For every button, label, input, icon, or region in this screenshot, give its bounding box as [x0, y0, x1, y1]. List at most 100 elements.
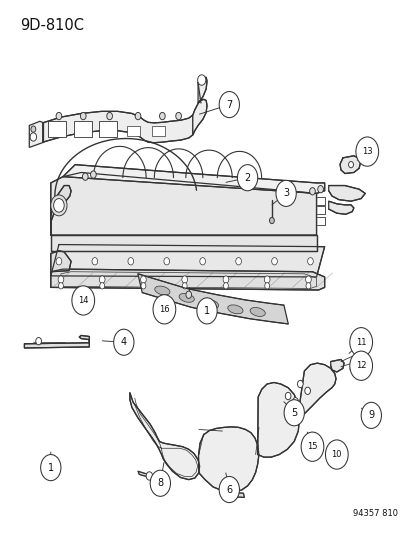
Circle shape	[305, 276, 311, 283]
Ellipse shape	[249, 308, 265, 317]
Circle shape	[197, 298, 216, 324]
Text: 4: 4	[121, 337, 126, 347]
Circle shape	[309, 188, 315, 195]
Circle shape	[153, 295, 176, 324]
Circle shape	[223, 282, 228, 289]
Circle shape	[355, 137, 378, 166]
Circle shape	[269, 217, 274, 224]
Circle shape	[164, 257, 169, 265]
Polygon shape	[138, 471, 160, 481]
Circle shape	[99, 276, 105, 283]
Text: 6: 6	[226, 484, 232, 495]
Text: 11: 11	[355, 338, 366, 347]
Circle shape	[307, 257, 313, 265]
Polygon shape	[63, 165, 324, 193]
Polygon shape	[51, 245, 324, 277]
Polygon shape	[328, 201, 353, 214]
Text: 8: 8	[157, 478, 163, 488]
Circle shape	[292, 398, 297, 405]
Circle shape	[297, 381, 302, 387]
Polygon shape	[51, 173, 316, 235]
Polygon shape	[339, 156, 360, 174]
Text: 9D-810C: 9D-810C	[20, 19, 84, 34]
Circle shape	[90, 171, 96, 178]
Circle shape	[325, 440, 347, 469]
Circle shape	[235, 257, 241, 265]
Polygon shape	[330, 359, 343, 372]
Polygon shape	[127, 126, 140, 136]
Circle shape	[58, 282, 63, 289]
Circle shape	[56, 112, 62, 120]
Circle shape	[275, 180, 296, 206]
Text: 94357 810: 94357 810	[352, 509, 397, 518]
Polygon shape	[51, 185, 71, 235]
Text: 12: 12	[355, 361, 366, 370]
Circle shape	[36, 337, 41, 345]
Circle shape	[150, 470, 170, 496]
Circle shape	[317, 185, 323, 193]
Circle shape	[72, 286, 95, 315]
Polygon shape	[152, 126, 164, 136]
Text: 2: 2	[244, 173, 250, 183]
Text: 7: 7	[225, 100, 232, 110]
Circle shape	[140, 276, 146, 283]
Circle shape	[264, 282, 269, 289]
Circle shape	[56, 257, 62, 265]
Ellipse shape	[179, 293, 194, 302]
Circle shape	[54, 199, 64, 212]
Circle shape	[348, 161, 353, 168]
Polygon shape	[51, 235, 316, 251]
Circle shape	[360, 402, 380, 429]
Text: 14: 14	[78, 296, 88, 305]
Polygon shape	[192, 77, 206, 135]
Circle shape	[197, 75, 205, 85]
Circle shape	[285, 392, 290, 400]
Circle shape	[264, 276, 269, 283]
Polygon shape	[130, 393, 199, 480]
Circle shape	[146, 472, 152, 480]
Polygon shape	[24, 335, 89, 348]
Circle shape	[40, 455, 61, 481]
Polygon shape	[328, 185, 364, 201]
Polygon shape	[98, 122, 116, 137]
Circle shape	[283, 400, 304, 426]
Circle shape	[114, 329, 134, 356]
Polygon shape	[43, 111, 192, 143]
Circle shape	[237, 165, 257, 191]
Circle shape	[304, 387, 310, 394]
Polygon shape	[51, 269, 324, 290]
Circle shape	[80, 112, 86, 120]
Circle shape	[82, 173, 88, 180]
Ellipse shape	[154, 286, 170, 295]
Circle shape	[128, 257, 133, 265]
Polygon shape	[223, 492, 244, 497]
Circle shape	[181, 276, 187, 283]
Text: 15: 15	[306, 442, 317, 451]
Circle shape	[141, 282, 145, 289]
Ellipse shape	[227, 305, 242, 314]
Text: 3: 3	[282, 188, 288, 198]
Circle shape	[30, 133, 36, 141]
Polygon shape	[138, 274, 287, 324]
Circle shape	[31, 126, 36, 132]
Text: 1: 1	[204, 306, 209, 316]
Circle shape	[51, 195, 67, 216]
Polygon shape	[74, 122, 92, 137]
Polygon shape	[299, 363, 335, 418]
Ellipse shape	[203, 300, 218, 309]
Text: 10: 10	[331, 450, 341, 459]
Circle shape	[182, 282, 187, 289]
Text: 9: 9	[368, 410, 373, 421]
Circle shape	[135, 112, 140, 120]
Text: 1: 1	[47, 463, 54, 473]
Polygon shape	[48, 122, 66, 137]
Circle shape	[218, 92, 239, 118]
Circle shape	[218, 477, 239, 503]
Circle shape	[100, 282, 104, 289]
Circle shape	[176, 112, 181, 120]
Circle shape	[349, 351, 372, 381]
Polygon shape	[198, 427, 258, 492]
Circle shape	[230, 490, 237, 499]
Polygon shape	[51, 251, 71, 272]
Circle shape	[58, 276, 64, 283]
